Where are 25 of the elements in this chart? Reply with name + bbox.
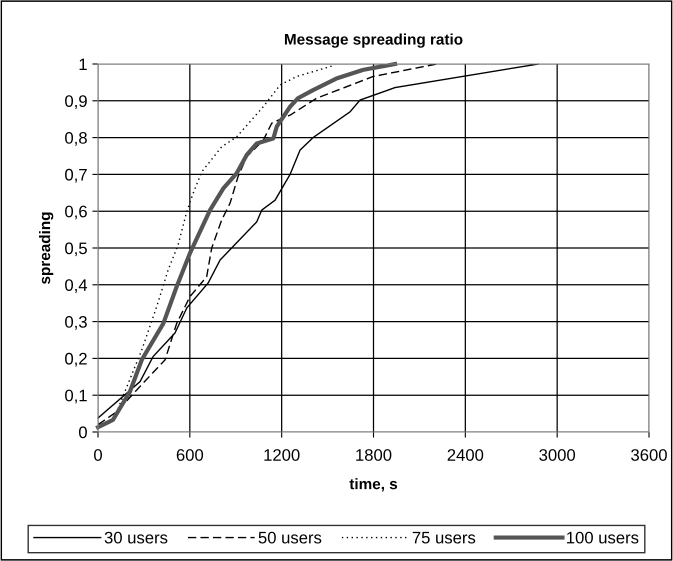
legend-label: 30 users: [104, 532, 168, 544]
y-tick-label: 0,8: [65, 132, 87, 146]
y-axis-title: spreading: [38, 212, 54, 284]
y-tick-label: 0: [78, 426, 87, 438]
y-tick-label: 0,7: [65, 168, 87, 183]
y-tick-label: 1: [80, 58, 87, 70]
x-tick-label: 3000: [539, 449, 576, 461]
y-tick-label: 0,3: [65, 316, 87, 330]
x-tick-label: 1800: [356, 449, 392, 461]
legend-label: 50 users: [258, 532, 322, 544]
legend-label: 75 users: [412, 532, 476, 544]
y-tick-label: 0,6: [65, 206, 87, 220]
x-tick-label: 2400: [448, 449, 484, 461]
x-tick-label: 1200: [264, 449, 300, 461]
y-tick-label: 0,2: [65, 352, 87, 367]
y-tick-label: 0,9: [65, 95, 87, 109]
x-axis-title: time, s: [349, 478, 398, 492]
legend-label: 100 users: [567, 532, 638, 544]
y-tick-label: 0,5: [65, 242, 87, 256]
chart-title: Message spreading ratio: [284, 33, 462, 48]
y-tick-label: 0,1: [65, 390, 87, 404]
x-tick-label: 600: [176, 449, 204, 461]
x-tick-label: 3600: [631, 449, 667, 461]
y-tick-label: 0,4: [65, 279, 88, 293]
x-tick-label: 0: [94, 449, 102, 461]
